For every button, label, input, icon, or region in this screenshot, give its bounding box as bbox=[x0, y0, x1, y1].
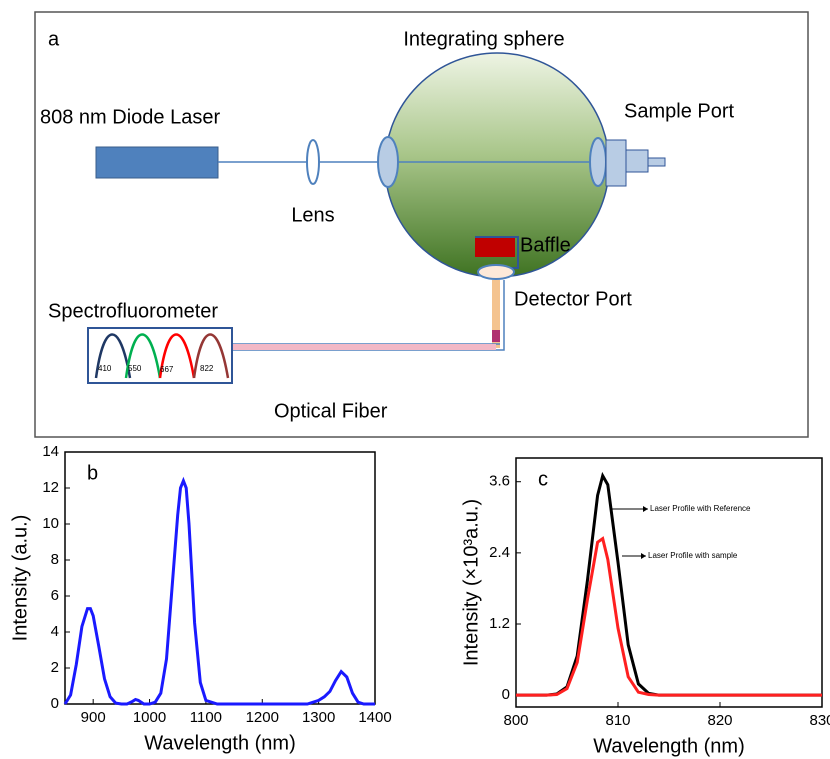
peak-label: 550 bbox=[128, 364, 142, 373]
sphere-label: Integrating sphere bbox=[403, 28, 564, 50]
x-tick-label: 1200 bbox=[246, 709, 279, 726]
baffle bbox=[475, 237, 515, 257]
x-tick-label: 1300 bbox=[302, 709, 335, 726]
y-tick-label: 2.4 bbox=[489, 544, 510, 561]
plot-frame bbox=[515, 457, 823, 708]
x-tick-label: 820 bbox=[707, 712, 732, 729]
peak bbox=[192, 333, 230, 379]
y-tick-label: 8 bbox=[51, 551, 59, 568]
series-label: Laser Profile with sample bbox=[648, 551, 738, 560]
plot-frame bbox=[64, 451, 376, 705]
arrow-head bbox=[643, 506, 648, 512]
x-tick-label: 1100 bbox=[190, 709, 222, 726]
detector-label: Detector Port bbox=[514, 288, 632, 310]
sample-port-label: Sample Port bbox=[624, 100, 734, 122]
panel-label: b bbox=[87, 462, 98, 484]
y-tick-label: 12 bbox=[42, 479, 59, 496]
y-axis-label: Intensity (×10³a.u.) bbox=[460, 499, 482, 666]
peak-label: 410 bbox=[98, 364, 112, 373]
panel-a: a 410 550 667 822 Integrating sphere 808… bbox=[34, 11, 809, 438]
x-tick-label: 830 bbox=[809, 712, 830, 729]
fiber bbox=[232, 344, 496, 350]
detector-port bbox=[477, 264, 515, 280]
y-tick-label: 10 bbox=[42, 515, 59, 532]
baffle-label: Baffle bbox=[520, 234, 571, 256]
y-tick-label: 0 bbox=[51, 695, 59, 712]
peak-label: 822 bbox=[200, 364, 214, 373]
y-tick-label: 3.6 bbox=[489, 473, 510, 490]
x-tick-label: 810 bbox=[605, 712, 630, 729]
x-tick-label: 800 bbox=[503, 712, 528, 729]
x-axis-label: Wavelength (nm) bbox=[593, 735, 745, 757]
x-tick-label: 900 bbox=[81, 709, 106, 726]
panel-label: a bbox=[48, 28, 60, 50]
arrow-head bbox=[641, 553, 646, 559]
panel-label: c bbox=[538, 468, 548, 490]
x-tick-label: 1400 bbox=[358, 709, 391, 726]
sample-holder bbox=[647, 157, 666, 167]
data-line bbox=[63, 476, 375, 706]
fiber-label: Optical Fiber bbox=[274, 400, 388, 422]
y-tick-label: 6 bbox=[51, 587, 59, 604]
fiber bbox=[492, 280, 500, 348]
entrance-port bbox=[377, 136, 399, 188]
y-tick-label: 2 bbox=[51, 659, 59, 676]
sample-port-window bbox=[589, 137, 607, 187]
data-line bbox=[516, 536, 822, 697]
laser-label: 808 nm Diode Laser bbox=[40, 106, 220, 128]
x-tick-label: 1000 bbox=[133, 709, 166, 726]
fiber bbox=[492, 330, 500, 342]
lens-label: Lens bbox=[291, 204, 334, 226]
laser bbox=[95, 146, 219, 179]
y-tick-label: 1.2 bbox=[489, 615, 510, 632]
peak-label: 667 bbox=[160, 365, 174, 374]
x-axis-label: Wavelength (nm) bbox=[144, 732, 296, 754]
sample-holder bbox=[625, 149, 649, 173]
y-tick-label: 14 bbox=[42, 443, 59, 460]
spectrometer-label: Spectrofluorometer bbox=[48, 300, 218, 322]
y-tick-label: 4 bbox=[51, 623, 59, 640]
y-axis-label: Intensity (a.u.) bbox=[9, 515, 31, 642]
y-tick-label: 0 bbox=[502, 686, 510, 703]
series-label: Laser Profile with Reference bbox=[650, 504, 751, 513]
peak bbox=[158, 333, 196, 379]
peak bbox=[94, 333, 132, 379]
peak bbox=[124, 333, 162, 379]
sample-holder bbox=[605, 139, 627, 187]
lens bbox=[306, 139, 320, 185]
